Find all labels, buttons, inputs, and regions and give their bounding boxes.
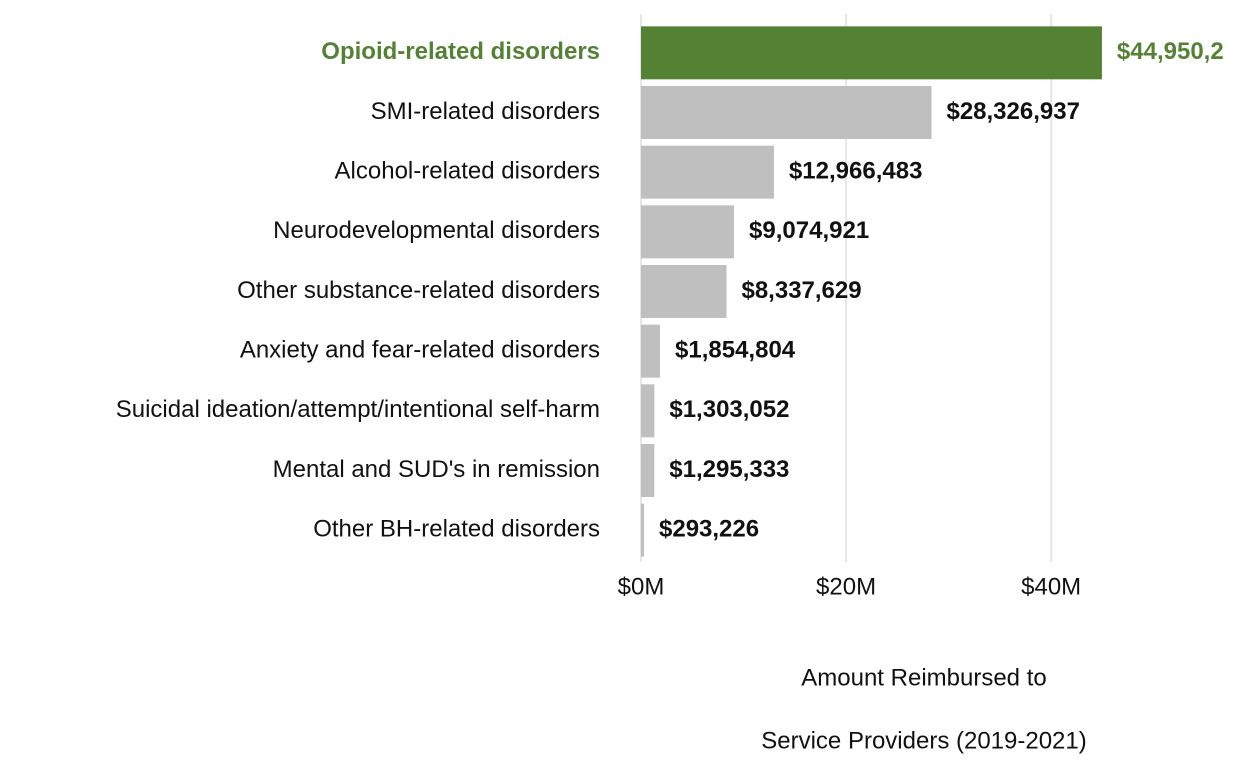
value-label: $1,303,052 bbox=[669, 396, 789, 423]
value-label: $12,966,483 bbox=[789, 158, 922, 185]
value-label: $44,950,2 bbox=[1117, 38, 1224, 65]
bar bbox=[641, 324, 661, 378]
bar bbox=[641, 145, 774, 199]
x-axis-title: Service Providers (2019-2021) bbox=[761, 727, 1087, 754]
category-label: Other substance-related disorders bbox=[237, 277, 600, 304]
category-label: SMI-related disorders bbox=[371, 98, 600, 125]
value-label: $9,074,921 bbox=[749, 217, 869, 244]
category-label: Alcohol-related disorders bbox=[335, 158, 600, 185]
bar bbox=[641, 205, 735, 259]
category-label: Opioid-related disorders bbox=[321, 38, 600, 65]
category-label: Neurodevelopmental disorders bbox=[273, 217, 600, 244]
x-tick-label: $40M bbox=[1021, 573, 1081, 600]
bar bbox=[641, 384, 655, 438]
x-tick-label: $0M bbox=[618, 573, 665, 600]
category-label: Mental and SUD's in remission bbox=[273, 456, 600, 483]
value-label: $1,854,804 bbox=[675, 337, 796, 364]
category-label: Other BH-related disorders bbox=[313, 516, 600, 543]
bar bbox=[641, 444, 655, 497]
bar bbox=[641, 26, 1102, 80]
x-axis-title: Amount Reimbursed to bbox=[801, 664, 1046, 691]
value-label: $28,326,937 bbox=[946, 98, 1079, 125]
bar bbox=[641, 86, 932, 139]
category-label: Anxiety and fear-related disorders bbox=[240, 337, 600, 364]
bar bbox=[641, 503, 645, 557]
x-tick-label: $20M bbox=[816, 573, 876, 600]
value-label: $293,226 bbox=[659, 516, 759, 543]
value-label: $8,337,629 bbox=[741, 277, 861, 304]
category-label: Suicidal ideation/attempt/intentional se… bbox=[116, 396, 600, 423]
bar bbox=[641, 265, 727, 318]
value-label: $1,295,333 bbox=[669, 456, 789, 483]
